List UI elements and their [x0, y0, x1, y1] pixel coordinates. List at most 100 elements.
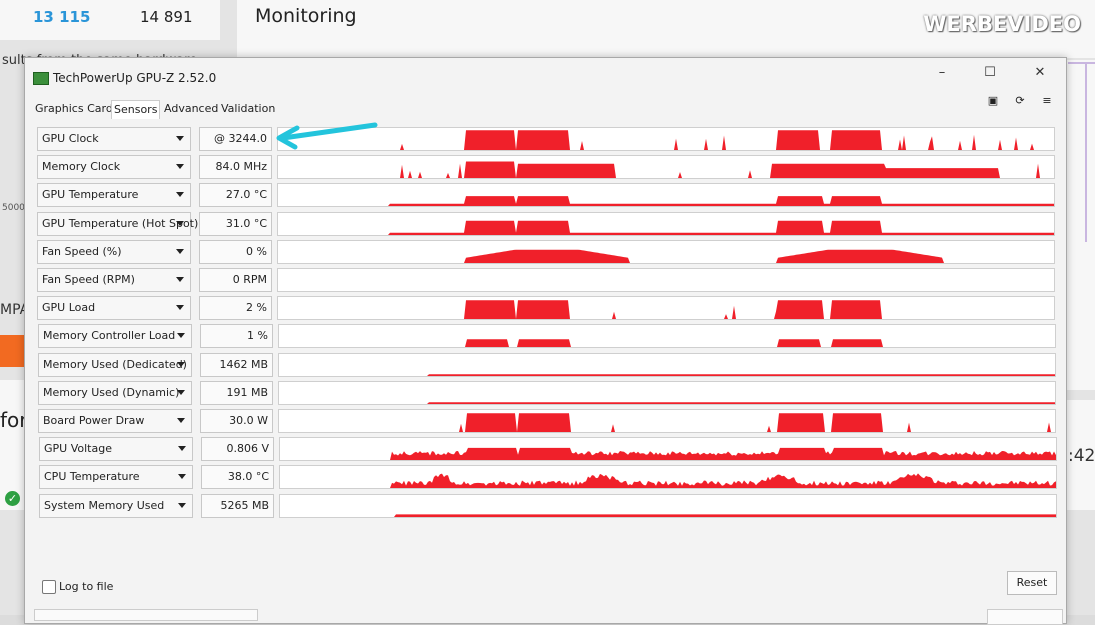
sensor-select[interactable]: System Memory Used: [39, 493, 193, 518]
camera-icon[interactable]: ▣: [987, 94, 999, 107]
sensor-value-box: 1462 MB: [200, 352, 273, 377]
sensor-graph: [277, 155, 1055, 180]
sensor-label: CPU Temperature: [44, 470, 140, 484]
sensor-label: GPU Temperature (Hot Spot): [42, 216, 199, 230]
sensor-value-box: 31.0 °C: [199, 211, 272, 236]
log-to-file-label: Log to file: [59, 580, 114, 593]
chevron-down-icon: [177, 389, 185, 395]
annotation-arrow: [276, 122, 378, 150]
sensor-value: 5265 MB: [220, 498, 269, 512]
chevron-down-icon: [176, 136, 184, 141]
chevron-down-icon: [178, 502, 186, 508]
menu-icon[interactable]: ≡: [1042, 94, 1052, 107]
tab-graphics-card[interactable]: Graphics Card: [35, 102, 113, 115]
tab-sensors[interactable]: Sensors: [111, 100, 161, 119]
sensor-graph-area: [279, 339, 1055, 348]
sensor-select[interactable]: GPU Clock: [37, 127, 191, 151]
sensor-select[interactable]: GPU Temperature (Hot Spot): [37, 211, 198, 236]
left-panel: [0, 380, 28, 510]
sensor-graph: [279, 493, 1057, 518]
close-button[interactable]: [987, 609, 1063, 625]
right-panel: [1065, 400, 1095, 510]
sensor-graph: [277, 183, 1055, 208]
sensor-value: 31.0 °C: [225, 216, 267, 230]
sensor-value: 38.0 °C: [227, 470, 269, 484]
chevron-down-icon: [177, 361, 185, 367]
score-card: [0, 0, 220, 40]
sensor-value: 0 %: [246, 244, 267, 258]
minimize-icon[interactable]: –: [938, 65, 946, 80]
sensor-label: GPU Clock: [42, 132, 99, 145]
title-bar[interactable]: TechPowerUp GPU-Z 2.52.0 – ☐ ✕: [25, 58, 1066, 90]
sensor-value: 84.0 MHz: [215, 160, 267, 174]
sensor-value: 27.0 °C: [225, 188, 267, 202]
sensor-value-box: 38.0 °C: [201, 465, 274, 490]
sensor-select[interactable]: GPU Load: [37, 296, 191, 321]
sensor-value-box: 84.0 MHz: [199, 155, 272, 180]
sensor-select[interactable]: GPU Voltage: [39, 437, 193, 462]
section-heading-fragment: for: [0, 408, 28, 432]
sensor-select[interactable]: Memory Clock: [37, 155, 191, 180]
sensor-graph-area: [278, 130, 1054, 150]
chevron-down-icon: [176, 192, 184, 198]
mpa-text: MPA: [0, 302, 30, 318]
tab-validation[interactable]: Validation: [221, 102, 276, 115]
sensor-graph-area: [278, 249, 1054, 263]
sensor-select[interactable]: Memory Used (Dynamic): [38, 380, 192, 405]
sensor-select[interactable]: Fan Speed (RPM): [37, 268, 191, 292]
log-to-file-checkbox[interactable]: [42, 580, 56, 594]
sensor-label: Memory Used (Dedicated): [43, 357, 187, 371]
chevron-down-icon: [178, 474, 186, 480]
check-icon: ✓: [5, 491, 20, 506]
sensor-value: 1462 MB: [219, 357, 268, 371]
sensor-select[interactable]: Memory Used (Dedicated): [38, 352, 192, 377]
sensor-graph: [278, 409, 1056, 433]
chevron-down-icon: [176, 305, 184, 311]
sensor-graph-area: [279, 401, 1055, 404]
sensor-value: 0.806 V: [226, 442, 269, 456]
tab-advanced[interactable]: Advanced: [164, 102, 219, 115]
watermark: WERBEVIDEO: [923, 12, 1081, 36]
sensor-select[interactable]: CPU Temperature: [39, 465, 193, 490]
gpu-card-icon: [33, 72, 49, 85]
sensor-graph: [277, 127, 1055, 151]
close-icon[interactable]: ✕: [1034, 65, 1046, 80]
sensor-select[interactable]: GPU Temperature: [37, 183, 191, 208]
sensor-graph: [278, 380, 1056, 405]
chevron-down-icon: [176, 220, 184, 226]
page-title: Monitoring: [255, 5, 357, 27]
reset-button[interactable]: Reset: [1007, 571, 1057, 595]
sensor-label: GPU Load: [42, 301, 96, 315]
chevron-down-icon: [177, 333, 185, 339]
sensor-value: 191 MB: [226, 385, 268, 399]
chevron-down-icon: [176, 277, 184, 282]
sensor-graph-area: [279, 373, 1055, 376]
sensor-value-box: 0 RPM: [199, 268, 272, 292]
orange-button[interactable]: [0, 335, 28, 367]
sensor-value-box: 27.0 °C: [199, 183, 272, 208]
time-fragment: :42: [1068, 446, 1095, 466]
sensor-label: Memory Used (Dynamic): [43, 385, 180, 399]
sensor-label: Board Power Draw: [43, 414, 145, 427]
sensor-label: Fan Speed (RPM): [42, 273, 135, 286]
sensor-select[interactable]: Board Power Draw: [38, 409, 192, 433]
maximize-icon[interactable]: ☐: [984, 65, 996, 80]
sensor-label: System Memory Used: [44, 498, 165, 512]
monitoring-panel: [237, 0, 1095, 58]
sensor-value: 2 %: [246, 301, 267, 315]
device-select[interactable]: [34, 609, 258, 621]
sensor-graph-area: [279, 413, 1055, 432]
window-title: TechPowerUp GPU-Z 2.52.0: [53, 71, 217, 85]
sensor-graph: [278, 352, 1056, 377]
refresh-icon[interactable]: ⟳: [1015, 94, 1025, 107]
sensor-value: @ 3244.0: [214, 132, 267, 145]
sensor-select[interactable]: Memory Controller Load: [38, 324, 192, 349]
sensor-value-box: 191 MB: [200, 380, 273, 405]
sensor-label: Memory Controller Load: [43, 329, 176, 343]
chevron-down-icon: [176, 248, 184, 254]
sensor-graph: [279, 437, 1057, 462]
sensor-label: GPU Voltage: [44, 442, 112, 456]
sensor-graph-area: [280, 473, 1056, 489]
sensor-value-box: 2 %: [199, 296, 272, 321]
sensor-select[interactable]: Fan Speed (%): [37, 239, 191, 264]
